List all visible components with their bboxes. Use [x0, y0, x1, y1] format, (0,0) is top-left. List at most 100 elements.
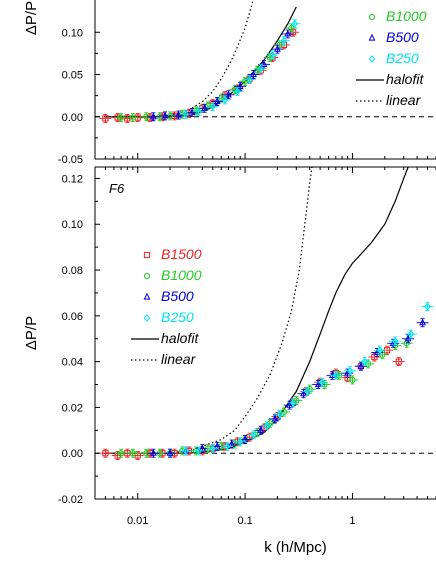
- y-tick-label: 0.10: [62, 219, 83, 231]
- point-B250: [291, 19, 298, 28]
- point-B500: [150, 448, 157, 456]
- point-B250: [182, 110, 189, 119]
- legend-marker-B1000: [143, 272, 151, 280]
- point-B250: [250, 431, 257, 439]
- y-tick-label: -0.05: [58, 154, 83, 166]
- point-B250: [361, 357, 368, 366]
- legend-label-linear: linear: [386, 92, 422, 108]
- plot-area: [95, 167, 436, 460]
- point-B500: [419, 318, 426, 326]
- point-B250: [318, 378, 326, 387]
- legend-label-B1000: B1000: [386, 8, 427, 24]
- point-B250: [407, 330, 415, 339]
- point-B500: [260, 60, 268, 67]
- point-B500: [166, 448, 174, 456]
- point-B250: [195, 447, 202, 455]
- point-B250: [304, 387, 311, 396]
- plot-area: [95, 0, 436, 123]
- point-B1500: [395, 358, 402, 365]
- legend-marker-B250: [143, 314, 151, 322]
- point-B1000: [241, 78, 249, 85]
- point-B1000: [349, 376, 356, 384]
- y-tick-label: 0.00: [62, 448, 83, 460]
- point-B1500: [146, 114, 154, 121]
- top-panel: -0.05 0.00 0.05 0.10 ΔP/P B1000 B500 B250 halofi…: [23, 0, 436, 166]
- point-B250: [234, 87, 241, 96]
- y-tick-label: -0.02: [58, 494, 83, 506]
- point-B500: [284, 29, 292, 37]
- point-B250: [332, 371, 340, 380]
- point-B500: [357, 361, 365, 369]
- point-B250: [376, 346, 384, 355]
- bottom-panel: -0.02 0.00 0.02 0.04 0.06 0.08 0.10 0.12 0.01 0.1…: [23, 166, 436, 556]
- point-B250: [236, 437, 244, 446]
- legend-marker-B500: [368, 33, 376, 41]
- legend-label-halofit: halofit: [161, 330, 199, 346]
- x-tick-label: 1: [349, 515, 355, 527]
- point-B1000: [129, 114, 136, 121]
- y-axis-title: ΔP/P: [23, 1, 40, 35]
- point-B250: [276, 410, 283, 419]
- point-B250: [424, 302, 431, 311]
- y-tick-label: 0.10: [62, 27, 83, 39]
- y-tick-label: 0.12: [62, 173, 83, 185]
- curve-linear: [105, 0, 254, 118]
- point-B250: [221, 95, 229, 104]
- point-B250: [289, 398, 297, 407]
- point-B1500: [102, 115, 109, 122]
- point-B500: [271, 414, 279, 422]
- panel-label: F6: [109, 181, 125, 196]
- y-tick-label: 0.08: [62, 265, 83, 277]
- legend-label-halofit: halofit: [386, 71, 424, 87]
- x-axis-title: k (h/Mpc): [264, 539, 327, 556]
- point-B250: [223, 442, 231, 451]
- point-B250: [195, 107, 202, 116]
- y-tick-label: 0.00: [62, 112, 83, 124]
- y-tick-label: 0.04: [62, 357, 83, 369]
- legend-label-B250: B250: [386, 50, 419, 66]
- legend-label-B500: B500: [161, 288, 194, 304]
- point-B500: [250, 70, 257, 78]
- curve-halofit: [105, 167, 409, 454]
- legend-marker-B250: [368, 55, 376, 63]
- point-B500: [201, 104, 209, 111]
- y-axis-title: ΔP/P: [23, 316, 40, 350]
- point-B500: [225, 90, 232, 98]
- legend-label-linear: linear: [161, 351, 197, 367]
- point-B500: [257, 426, 265, 433]
- point-B500: [300, 389, 307, 397]
- point-B500: [213, 97, 221, 105]
- legend-label-B250: B250: [161, 309, 194, 325]
- point-B250: [269, 51, 276, 59]
- point-B250: [391, 337, 399, 345]
- point-B500: [314, 380, 322, 388]
- legend-marker-B1500: [143, 251, 151, 259]
- point-B250: [263, 421, 271, 430]
- legend-label-B1000: B1000: [161, 267, 202, 283]
- legend-label-B1500: B1500: [161, 246, 202, 262]
- point-B250: [209, 444, 217, 453]
- point-B250: [346, 366, 354, 375]
- y-tick-label: 0.02: [62, 402, 83, 414]
- legend-marker-B500: [143, 292, 151, 300]
- point-B1000: [117, 114, 125, 121]
- point-B500: [286, 400, 294, 408]
- legend: B1500 B1000 B500 B250 halofit linear: [131, 246, 202, 367]
- y-tick-label: 0.06: [62, 311, 83, 323]
- point-B250: [182, 447, 189, 455]
- y-tick-label: 0.05: [62, 70, 83, 82]
- point-B1000: [117, 450, 125, 457]
- curve-halofit: [105, 6, 297, 118]
- point-B1000: [129, 450, 136, 457]
- point-B250: [246, 75, 253, 84]
- point-B250: [209, 102, 217, 111]
- x-tick-label: 0.1: [237, 515, 252, 527]
- point-B500: [161, 111, 169, 119]
- legend-marker-B1000: [368, 13, 376, 21]
- point-B250: [280, 36, 288, 45]
- legend: B1000 B500 B250 halofit linear: [356, 8, 427, 108]
- x-tick-label: 0.01: [127, 515, 148, 527]
- point-B500: [274, 44, 281, 52]
- point-B500: [236, 82, 244, 89]
